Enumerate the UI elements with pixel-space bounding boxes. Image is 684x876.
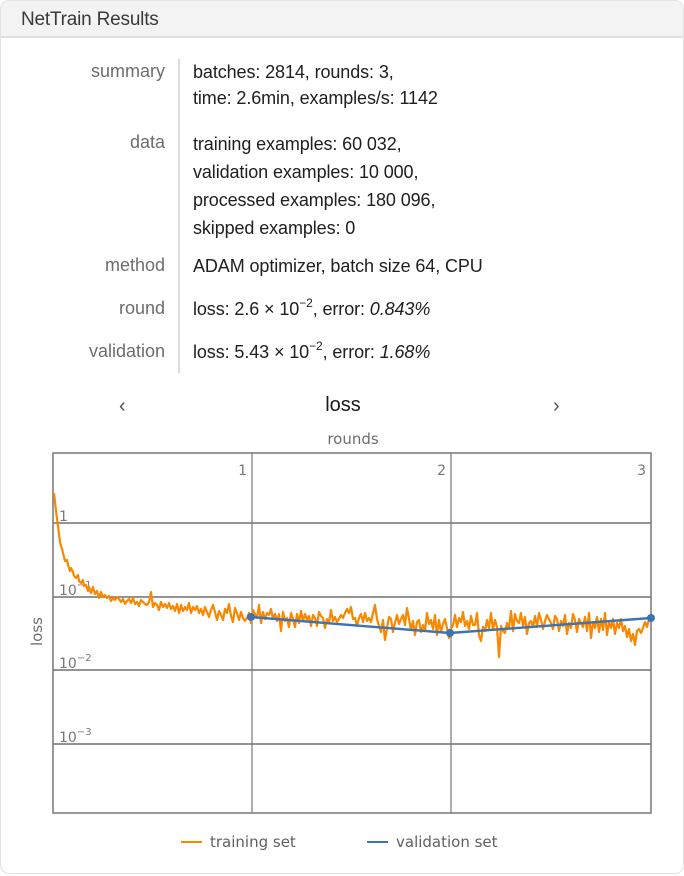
- data-line-2: validation examples: 10 000,: [193, 162, 419, 182]
- round-value: loss: 2.6 × 10−2, error: 0.843%: [193, 296, 431, 319]
- chevron-right-icon: ›: [553, 395, 560, 417]
- data-line-3: processed examples: 180 096,: [193, 190, 436, 210]
- method-label: method: [104, 255, 165, 275]
- round-loss-mantissa: 2.6: [234, 299, 260, 319]
- x-tick-labels: 1 2 3: [238, 463, 646, 479]
- next-chart-button[interactable]: ›: [553, 395, 560, 418]
- data-label: data: [129, 132, 165, 152]
- validation-loss-mantissa: 5.43: [234, 342, 270, 362]
- title-bar: NetTrain Results: [1, 1, 683, 38]
- chart-title: loss: [325, 394, 361, 416]
- svg-text:10−2: 10−2: [59, 653, 92, 672]
- validation-swatch-icon: [367, 841, 388, 843]
- validation-loss-exponent: −2: [309, 339, 323, 353]
- svg-text:3: 3: [637, 463, 646, 479]
- training-set-line: [52, 492, 652, 659]
- legend-validation: validation set: [367, 833, 498, 851]
- data-line-4: skipped examples: 0: [193, 218, 356, 238]
- round-label: round: [118, 298, 165, 318]
- horizontal-gridlines: [53, 522, 651, 745]
- data-value: training examples: 60 032, validation ex…: [193, 130, 435, 242]
- data-line-1: training examples: 60 032,: [193, 134, 402, 154]
- panel-title: NetTrain Results: [21, 9, 159, 30]
- validation-value: loss: 5.43 × 10−2, error: 1.68%: [193, 339, 431, 362]
- validation-label: validation: [88, 341, 165, 361]
- svg-text:10−3: 10−3: [59, 727, 92, 746]
- chevron-left-icon: ‹: [119, 395, 126, 417]
- validation-points: [247, 613, 655, 637]
- round-loss-exponent: −2: [299, 296, 313, 310]
- column-divider: [178, 59, 180, 373]
- x-axis-title: rounds: [327, 430, 379, 448]
- validation-error: 1.68%: [379, 342, 431, 362]
- svg-text:1: 1: [238, 463, 247, 479]
- y-tick-labels: 1 10−1 10−2 10−3: [59, 509, 92, 746]
- round-error: 0.843%: [369, 299, 431, 319]
- svg-text:1: 1: [59, 509, 68, 525]
- plot-frame: [52, 452, 652, 814]
- summary-line-1: batches: 2814, rounds: 3,: [193, 62, 394, 82]
- summary-label: summary: [90, 61, 165, 81]
- training-swatch-icon: [181, 841, 202, 843]
- svg-text:2: 2: [437, 463, 446, 479]
- method-value: ADAM optimizer, batch size 64, CPU: [193, 256, 483, 276]
- summary-value: batches: 2814, rounds: 3, time: 2.6min, …: [193, 59, 438, 111]
- summary-line-2: time: 2.6min, examples/s: 1142: [193, 88, 438, 108]
- legend-training: training set: [181, 833, 296, 851]
- previous-chart-button[interactable]: ‹: [119, 395, 126, 418]
